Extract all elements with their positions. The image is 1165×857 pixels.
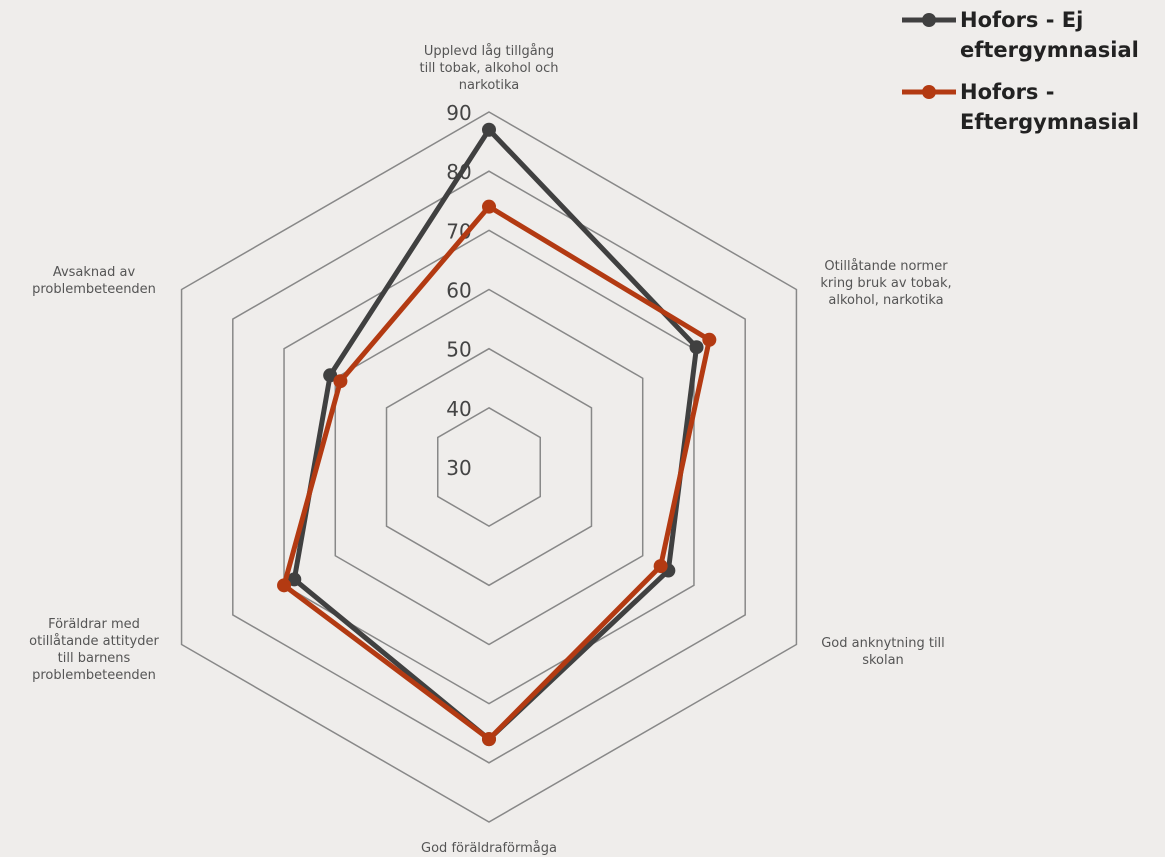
axis-label-line: Avsaknad av xyxy=(53,265,136,280)
axis-label: Upplevd låg tillgång till tobak, alkohol … xyxy=(419,44,558,93)
r-tick-label: 40 xyxy=(446,397,471,421)
legend-label: Hofors - Eftergymnasial xyxy=(960,80,1139,134)
point xyxy=(482,732,496,747)
axis-label: God anknytning till skolan xyxy=(821,636,945,668)
point xyxy=(287,572,302,587)
point xyxy=(702,332,717,347)
legend-label: Hofors - Ej eftergymnasial xyxy=(960,8,1139,62)
legend-label-line: Hofors - xyxy=(960,80,1054,104)
r-tick-label: 50 xyxy=(446,338,471,362)
axis-label-line: otillåtande attityder xyxy=(29,634,159,649)
axis-label: Föräldrar med otillåtande attityder till b… xyxy=(29,617,159,683)
series-line xyxy=(281,204,712,742)
axis-label-line: problembeteenden xyxy=(32,282,156,297)
axis-label-line: till barnens xyxy=(58,651,131,666)
axis-label-line: problembeteenden xyxy=(32,668,156,683)
point xyxy=(333,374,348,389)
point xyxy=(323,368,338,383)
legend-label-line: Hofors - Ej xyxy=(960,8,1083,32)
r-tick-label: 30 xyxy=(446,456,471,480)
r-tick-label: 90 xyxy=(446,101,471,125)
grid-ring xyxy=(385,347,593,587)
point xyxy=(482,199,496,214)
legend-label-line: eftergymnasial xyxy=(960,38,1139,62)
grid-ring xyxy=(232,170,746,764)
axis-label-line: Föräldrar med xyxy=(48,617,140,632)
series-line xyxy=(291,127,700,742)
axis-label-line: Otillåtande normer xyxy=(824,259,948,274)
axis-label-line: narkotika xyxy=(459,78,520,93)
grid-ring xyxy=(437,406,541,528)
point xyxy=(689,340,704,355)
axis-label: Otillåtande normer kring bruk av tobak, al… xyxy=(820,259,951,308)
axis-label-line: Upplevd låg tillgång xyxy=(424,44,554,59)
point xyxy=(277,578,292,593)
axis-label-line: God anknytning till xyxy=(821,636,945,651)
legend-label-line: Eftergymnasial xyxy=(960,110,1139,134)
axis-label: God föräldraförmåga xyxy=(421,841,557,856)
axis-label-line: till tobak, alkohol och xyxy=(419,61,558,76)
axis-label-line: kring bruk av tobak, xyxy=(820,276,951,291)
r-tick-label: 60 xyxy=(446,279,471,303)
point xyxy=(482,122,496,137)
point xyxy=(653,559,668,574)
axis-label: Avsaknad av problembeteenden xyxy=(32,265,156,297)
axis-label-line: God föräldraförmåga xyxy=(421,841,557,856)
grid-ring xyxy=(334,288,644,646)
grid-ring xyxy=(180,111,798,823)
legend-marker xyxy=(922,13,936,27)
legend-marker xyxy=(922,85,936,99)
axis-label-line: skolan xyxy=(862,653,904,668)
axis-label-line: alkohol, narkotika xyxy=(828,293,943,308)
